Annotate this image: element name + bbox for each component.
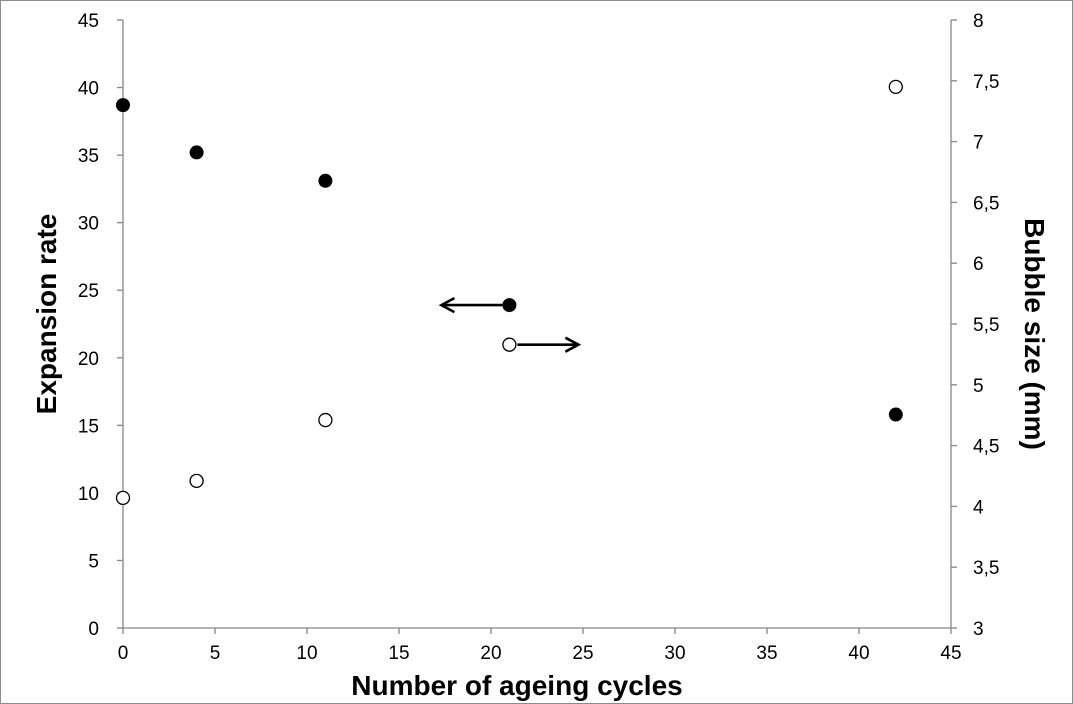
right-y-tick-label: 5 [973,376,984,397]
right-y-tick-label: 5,5 [973,315,999,336]
left-y-axis-title: Expansion rate [31,214,62,415]
right-arrow-head [564,336,582,353]
expansion-rate-point [189,145,204,160]
x-tick-label: 25 [572,643,593,664]
right-y-tick-label: 6 [973,254,984,275]
left-y-tick-label: 30 [78,214,99,235]
left-y-tick-label: 10 [78,484,99,505]
x-tick-label: 40 [848,643,869,664]
right-y-tick-label: 6,5 [973,193,999,214]
tick-labels: 0 5 10 15 20 25 30 35 40 4505101520253035404533,5… [78,11,1000,664]
x-tick-label: 35 [756,643,777,664]
right-y-tick-label: 7 [973,133,984,154]
left-y-tick-label: 45 [78,11,99,32]
left-y-tick-label: 25 [78,281,99,302]
right-y-tick-label: 4,5 [973,437,999,458]
bubble-size-point [115,490,131,506]
x-tick-label: 5 [210,643,221,664]
expansion-rate-point [502,298,517,313]
x-tick-label: 0 [118,643,129,664]
bubble-size-point [318,412,333,428]
left-y-tick-label: 0 [88,619,99,640]
right-y-axis-title: Bubble size (mm) [1019,218,1050,450]
expansion-rate-point [116,98,130,113]
x-tick-label: 20 [480,643,501,664]
left-arrow-head [438,296,456,314]
x-tick-label: 30 [664,643,685,664]
right-y-tick-label: 8 [973,11,984,32]
left-y-tick-label: 40 [78,79,99,100]
left-y-tick-label: 20 [78,349,99,370]
bubble-size-point [888,79,903,95]
right-y-tick-label: 4 [973,497,984,518]
annotations [438,296,582,353]
right-y-tick-label: 3,5 [973,558,999,579]
bubble-size-point [502,337,517,352]
axes-group [117,19,957,634]
data-points [115,79,903,506]
expansion-rate-point [888,407,903,422]
x-axis-title: Number of ageing cycles [351,670,682,701]
right-y-tick-label: 3 [973,619,984,640]
x-tick-label: 45 [940,643,961,664]
right-y-tick-label: 7,5 [973,72,999,93]
left-y-tick-label: 15 [78,416,99,437]
x-tick-label: 10 [296,643,317,664]
x-tick-label: 15 [388,643,409,664]
left-y-tick-label: 5 [88,551,99,572]
left-y-tick-label: 35 [78,146,99,167]
bubble-size-point [189,473,204,489]
expansion-rate-point [318,173,333,188]
